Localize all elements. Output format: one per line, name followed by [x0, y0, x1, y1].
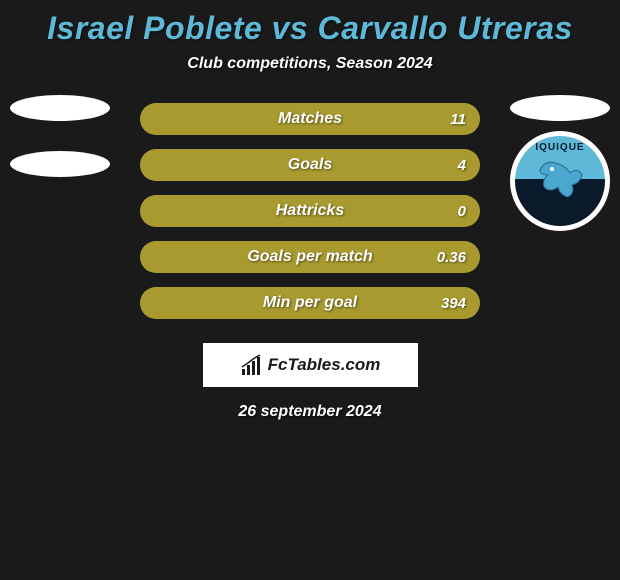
- subtitle: Club competitions, Season 2024: [187, 55, 432, 73]
- stat-value: 0.36: [437, 249, 466, 266]
- stat-label: Goals per match: [247, 248, 372, 266]
- stat-value: 11: [450, 111, 466, 128]
- dragon-icon: [530, 155, 590, 205]
- page-title: Israel Poblete vs Carvallo Utreras: [47, 10, 573, 47]
- club2-name: IQUIQUE: [535, 142, 584, 153]
- stat-rows: Matches 11 Goals 4 Hattricks 0 Goals per…: [140, 103, 480, 319]
- stat-row-goals-per-match: Goals per match 0.36: [140, 241, 480, 273]
- stat-label: Matches: [278, 110, 342, 128]
- stat-value: 394: [441, 295, 466, 312]
- club1-avatar-placeholder: [10, 151, 110, 177]
- stat-row-min-per-goal: Min per goal 394: [140, 287, 480, 319]
- stats-area: IQUIQUE Matches 11 Goals 4: [0, 103, 620, 319]
- main-container: Israel Poblete vs Carvallo Utreras Club …: [0, 0, 620, 431]
- date-text: 26 september 2024: [238, 403, 381, 421]
- stat-row-matches: Matches 11: [140, 103, 480, 135]
- right-avatars: IQUIQUE: [510, 95, 610, 231]
- left-avatars: [10, 95, 110, 177]
- stat-row-hattricks: Hattricks 0: [140, 195, 480, 227]
- stat-label: Min per goal: [263, 294, 357, 312]
- brand-box: FcTables.com: [203, 343, 418, 387]
- stat-row-goals: Goals 4: [140, 149, 480, 181]
- stat-value: 0: [458, 203, 466, 220]
- club2-badge: IQUIQUE: [510, 131, 610, 231]
- stat-label: Goals: [288, 156, 332, 174]
- brand-text: FcTables.com: [268, 355, 381, 375]
- chart-icon: [240, 353, 264, 377]
- stat-value: 4: [458, 157, 466, 174]
- player2-avatar-placeholder: [510, 95, 610, 121]
- stat-label: Hattricks: [276, 202, 344, 220]
- player1-avatar-placeholder: [10, 95, 110, 121]
- club2-badge-inner: IQUIQUE: [515, 136, 605, 226]
